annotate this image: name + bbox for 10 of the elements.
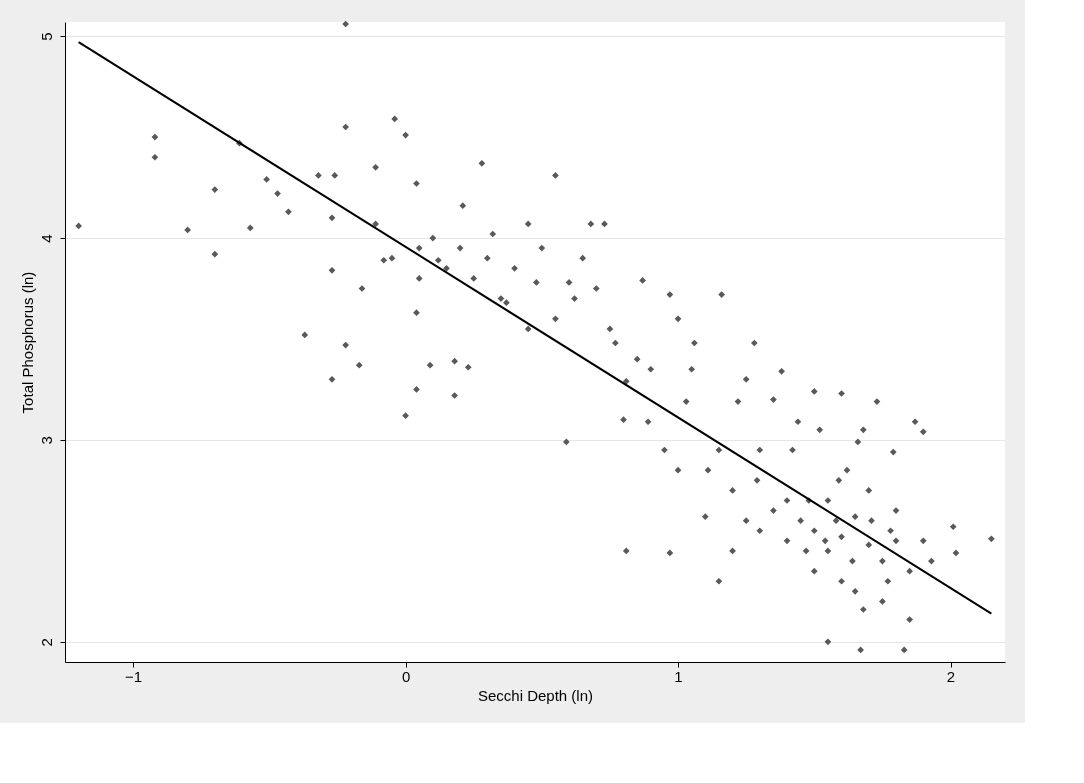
x-tick-label: 0 — [401, 667, 411, 685]
y-tick-label: 4 — [37, 234, 55, 243]
x-axis-title: Secchi Depth (ln) — [477, 686, 594, 704]
x-tick-label: −1 — [125, 667, 143, 685]
y-tick-label: 2 — [37, 638, 55, 647]
y-tick-label: 3 — [37, 436, 55, 445]
x-tick-label: 1 — [674, 667, 683, 685]
y-tick-label: 5 — [37, 32, 55, 41]
x-tick-label: 2 — [946, 667, 956, 685]
y-axis-title: Total Phosphorus (ln) — [18, 271, 36, 414]
